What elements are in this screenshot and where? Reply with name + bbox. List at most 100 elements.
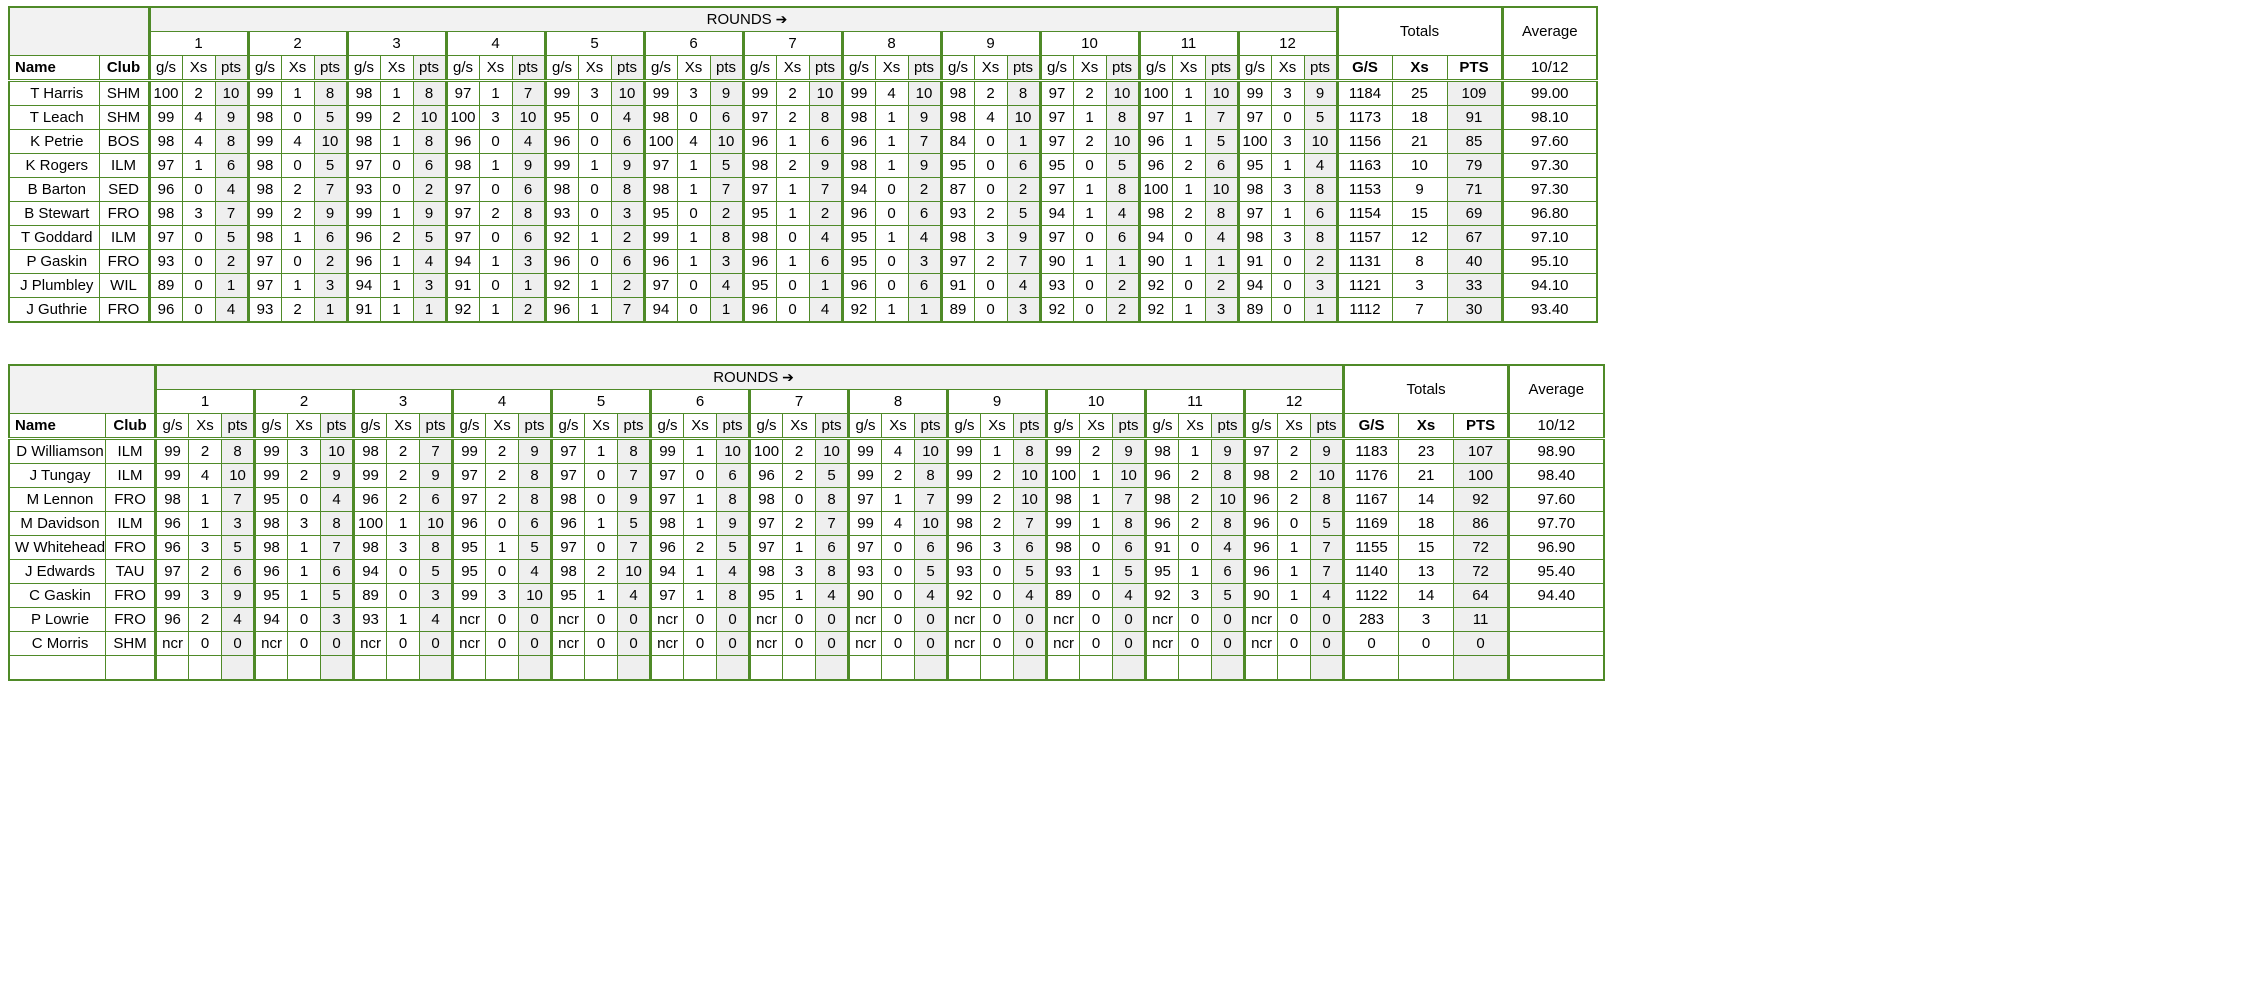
round-number-12: 12 [1236,31,1338,56]
score-xs: 1 [478,249,513,274]
score-pts: 7 [214,201,249,226]
total-gs: 0 [1342,631,1400,656]
score-gs: 98 [939,105,975,130]
score-pts: 10 [1013,487,1048,512]
score-xs: 0 [973,273,1008,298]
col-header-xs: Xs [775,55,810,81]
score-pts: 3 [320,607,355,632]
score-pts: 5 [214,225,249,250]
player-name: P Gaskin [8,249,100,274]
table-row [8,655,1605,681]
round-number-9: 9 [946,389,1048,414]
total-pts: 100 [1453,463,1510,488]
score-pts: 5 [221,535,256,560]
score-xs: 0 [874,249,909,274]
player-club: TAU [105,559,157,584]
score-gs: 92 [946,583,982,608]
score-gs: 96 [345,225,381,250]
score-xs: 0 [577,129,612,154]
division-table: ROUNDS ➔ Totals Average 1 2 3 4 5 6 7 8 9 10 11 12 Name… [8,6,1598,323]
total-gs: 1157 [1335,225,1393,250]
score-pts: 8 [320,511,355,536]
score-gs: 84 [939,129,975,154]
score-pts: 7 [815,511,850,536]
score-gs: 94 [649,559,685,584]
score-xs: 0 [1270,297,1305,323]
score-pts: 9 [214,105,249,130]
total-gs: 1112 [1335,297,1393,323]
score-pts: 4 [1112,583,1147,608]
col-header-pts: pts [815,413,850,439]
score-xs: 0 [874,177,909,202]
score-xs: 1 [1171,129,1206,154]
col-header-total-gs: G/S [1335,55,1393,81]
score-xs: 3 [386,535,421,560]
score-pts: 10 [1006,105,1041,130]
score-pts: 10 [320,437,355,464]
score-pts: 10 [511,105,546,130]
score-xs: 0 [181,297,216,323]
score-pts: 8 [914,463,949,488]
score-xs: 1 [676,177,711,202]
score-gs [253,655,289,681]
total-xs [1398,655,1455,681]
score-xs: 0 [980,607,1015,632]
score-pts: 0 [221,631,256,656]
score-pts: 6 [1204,153,1239,178]
score-xs: 2 [1277,487,1312,512]
score-pts: 10 [412,105,447,130]
score-xs: 0 [980,583,1015,608]
score-pts: 5 [617,511,652,536]
score-gs: 94 [1236,273,1272,298]
total-xs: 9 [1391,177,1448,202]
score-xs: 2 [485,437,520,464]
score-gs: 97 [1038,105,1074,130]
score-pts: 6 [1013,535,1048,560]
score-gs: 98 [946,511,982,536]
score-gs: ncr [649,631,685,656]
division-title [8,6,150,56]
score-pts: 7 [313,177,348,202]
score-xs: 2 [775,105,810,130]
score-pts: 9 [518,437,553,464]
score-xs: 1 [379,129,414,154]
score-pts: 2 [313,249,348,274]
score-xs: 2 [980,511,1015,536]
score-pts: 7 [320,535,355,560]
col-header-gs: g/s [939,55,975,81]
score-gs: 96 [550,511,586,536]
score-gs: 92 [543,225,579,250]
score-xs: 3 [287,511,322,536]
round-number-6: 6 [642,31,744,56]
table-row: K Petrie BOS 98 4 8 99 4 10 98 1 8 96 0 4 96 0 6 100 4 10 96… [8,129,1598,154]
score-xs: 0 [181,177,216,202]
score-xs: 0 [676,201,711,226]
score-gs: 98 [642,105,678,130]
score-xs: 3 [188,535,223,560]
score-pts [1310,655,1345,681]
column-header-row: Name Club g/s Xs pts g/s Xs pts g/s Xs pts g/s Xs pts… [8,413,1605,439]
score-xs: 0 [1079,583,1114,608]
score-gs: 98 [840,153,876,178]
score-pts: 2 [1105,273,1140,298]
score-pts: 8 [412,79,447,106]
player-club: ILM [98,225,150,250]
col-header-pts: pts [412,55,447,81]
score-gs: 98 [1137,201,1173,226]
total-gs: 1155 [1342,535,1400,560]
score-gs: 98 [741,153,777,178]
col-header-pts: pts [610,55,645,81]
col-header-total-gs: G/S [1342,413,1400,439]
score-gs [847,655,883,681]
col-header-gs: g/s [946,413,982,439]
score-xs: 1 [188,487,223,512]
score-xs: 0 [577,177,612,202]
score-gs [946,655,982,681]
score-gs: ncr [154,631,190,656]
score-xs: 0 [881,607,916,632]
score-gs: 99 [352,463,388,488]
score-xs: 2 [287,463,322,488]
score-gs: 97 [451,487,487,512]
col-header-pts: pts [221,413,256,439]
score-xs: 1 [379,201,414,226]
